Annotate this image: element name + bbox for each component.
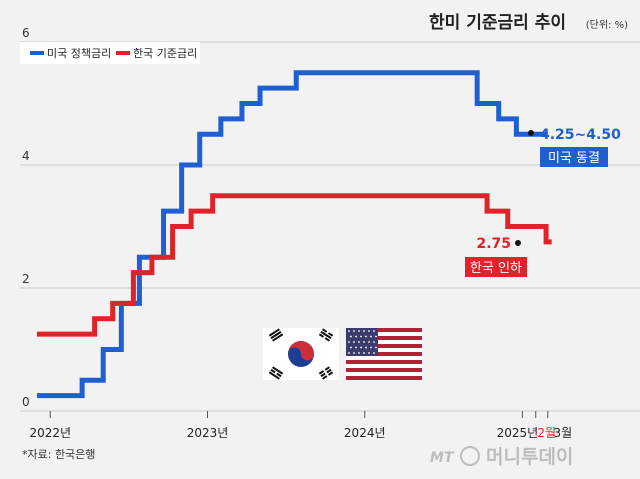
legend-swatch-us xyxy=(30,51,44,55)
x-tick-label: 2월 xyxy=(537,426,556,440)
y-tick-label: 6 xyxy=(22,26,30,40)
legend-swatch-kr xyxy=(116,51,130,55)
kr-value-label: 2.75 xyxy=(476,236,511,252)
x-tick-label: 2025년 xyxy=(497,426,539,440)
watermark-logo: MT 머니투데이 xyxy=(430,446,573,468)
watermark-swoosh-icon xyxy=(460,446,480,466)
legend-label-us: 미국 정책금리 xyxy=(47,47,111,60)
chart-title: 한미 기준금리 추이 xyxy=(429,13,566,33)
x-tick-label: 2022년 xyxy=(29,426,71,440)
watermark-name: 머니투데이 xyxy=(486,446,573,468)
x-tick-label: 3월 xyxy=(553,426,572,440)
us-status-label: 미국 동결 xyxy=(548,151,600,166)
source-note: *자료: 한국은행 xyxy=(22,448,95,461)
us-annotation: 4.25~4.50 미국 동결 xyxy=(528,127,621,167)
us-value-label: 4.25~4.50 xyxy=(540,127,621,143)
kr-status-badge xyxy=(465,257,527,277)
legend: 미국 정책금리 한국 기준금리 xyxy=(20,42,200,64)
legend-box xyxy=(20,42,200,64)
series-line-us xyxy=(36,70,548,399)
series-layer xyxy=(36,70,552,399)
kr-end-dot xyxy=(515,240,521,246)
watermark-brand: MT xyxy=(430,450,455,466)
x-tick-label: 2023년 xyxy=(187,426,229,440)
kr-annotation: 2.75 한국 인하 xyxy=(465,236,527,277)
y-tick-label: 2 xyxy=(22,272,30,286)
kr-status-label: 한국 인하 xyxy=(470,261,522,276)
us-status-badge xyxy=(540,147,608,167)
x-tick-label: 2024년 xyxy=(344,426,386,440)
y-tick-label: 4 xyxy=(22,149,30,163)
y-tick-label: 0 xyxy=(22,395,30,409)
us-end-dot xyxy=(528,130,534,136)
grid-layer: 0 2 4 6 xyxy=(20,26,640,412)
unit-label: (단위: %) xyxy=(586,18,628,31)
legend-label-kr: 한국 기준금리 xyxy=(133,47,197,60)
korea-flag xyxy=(263,328,339,380)
usa-flag xyxy=(346,328,422,380)
